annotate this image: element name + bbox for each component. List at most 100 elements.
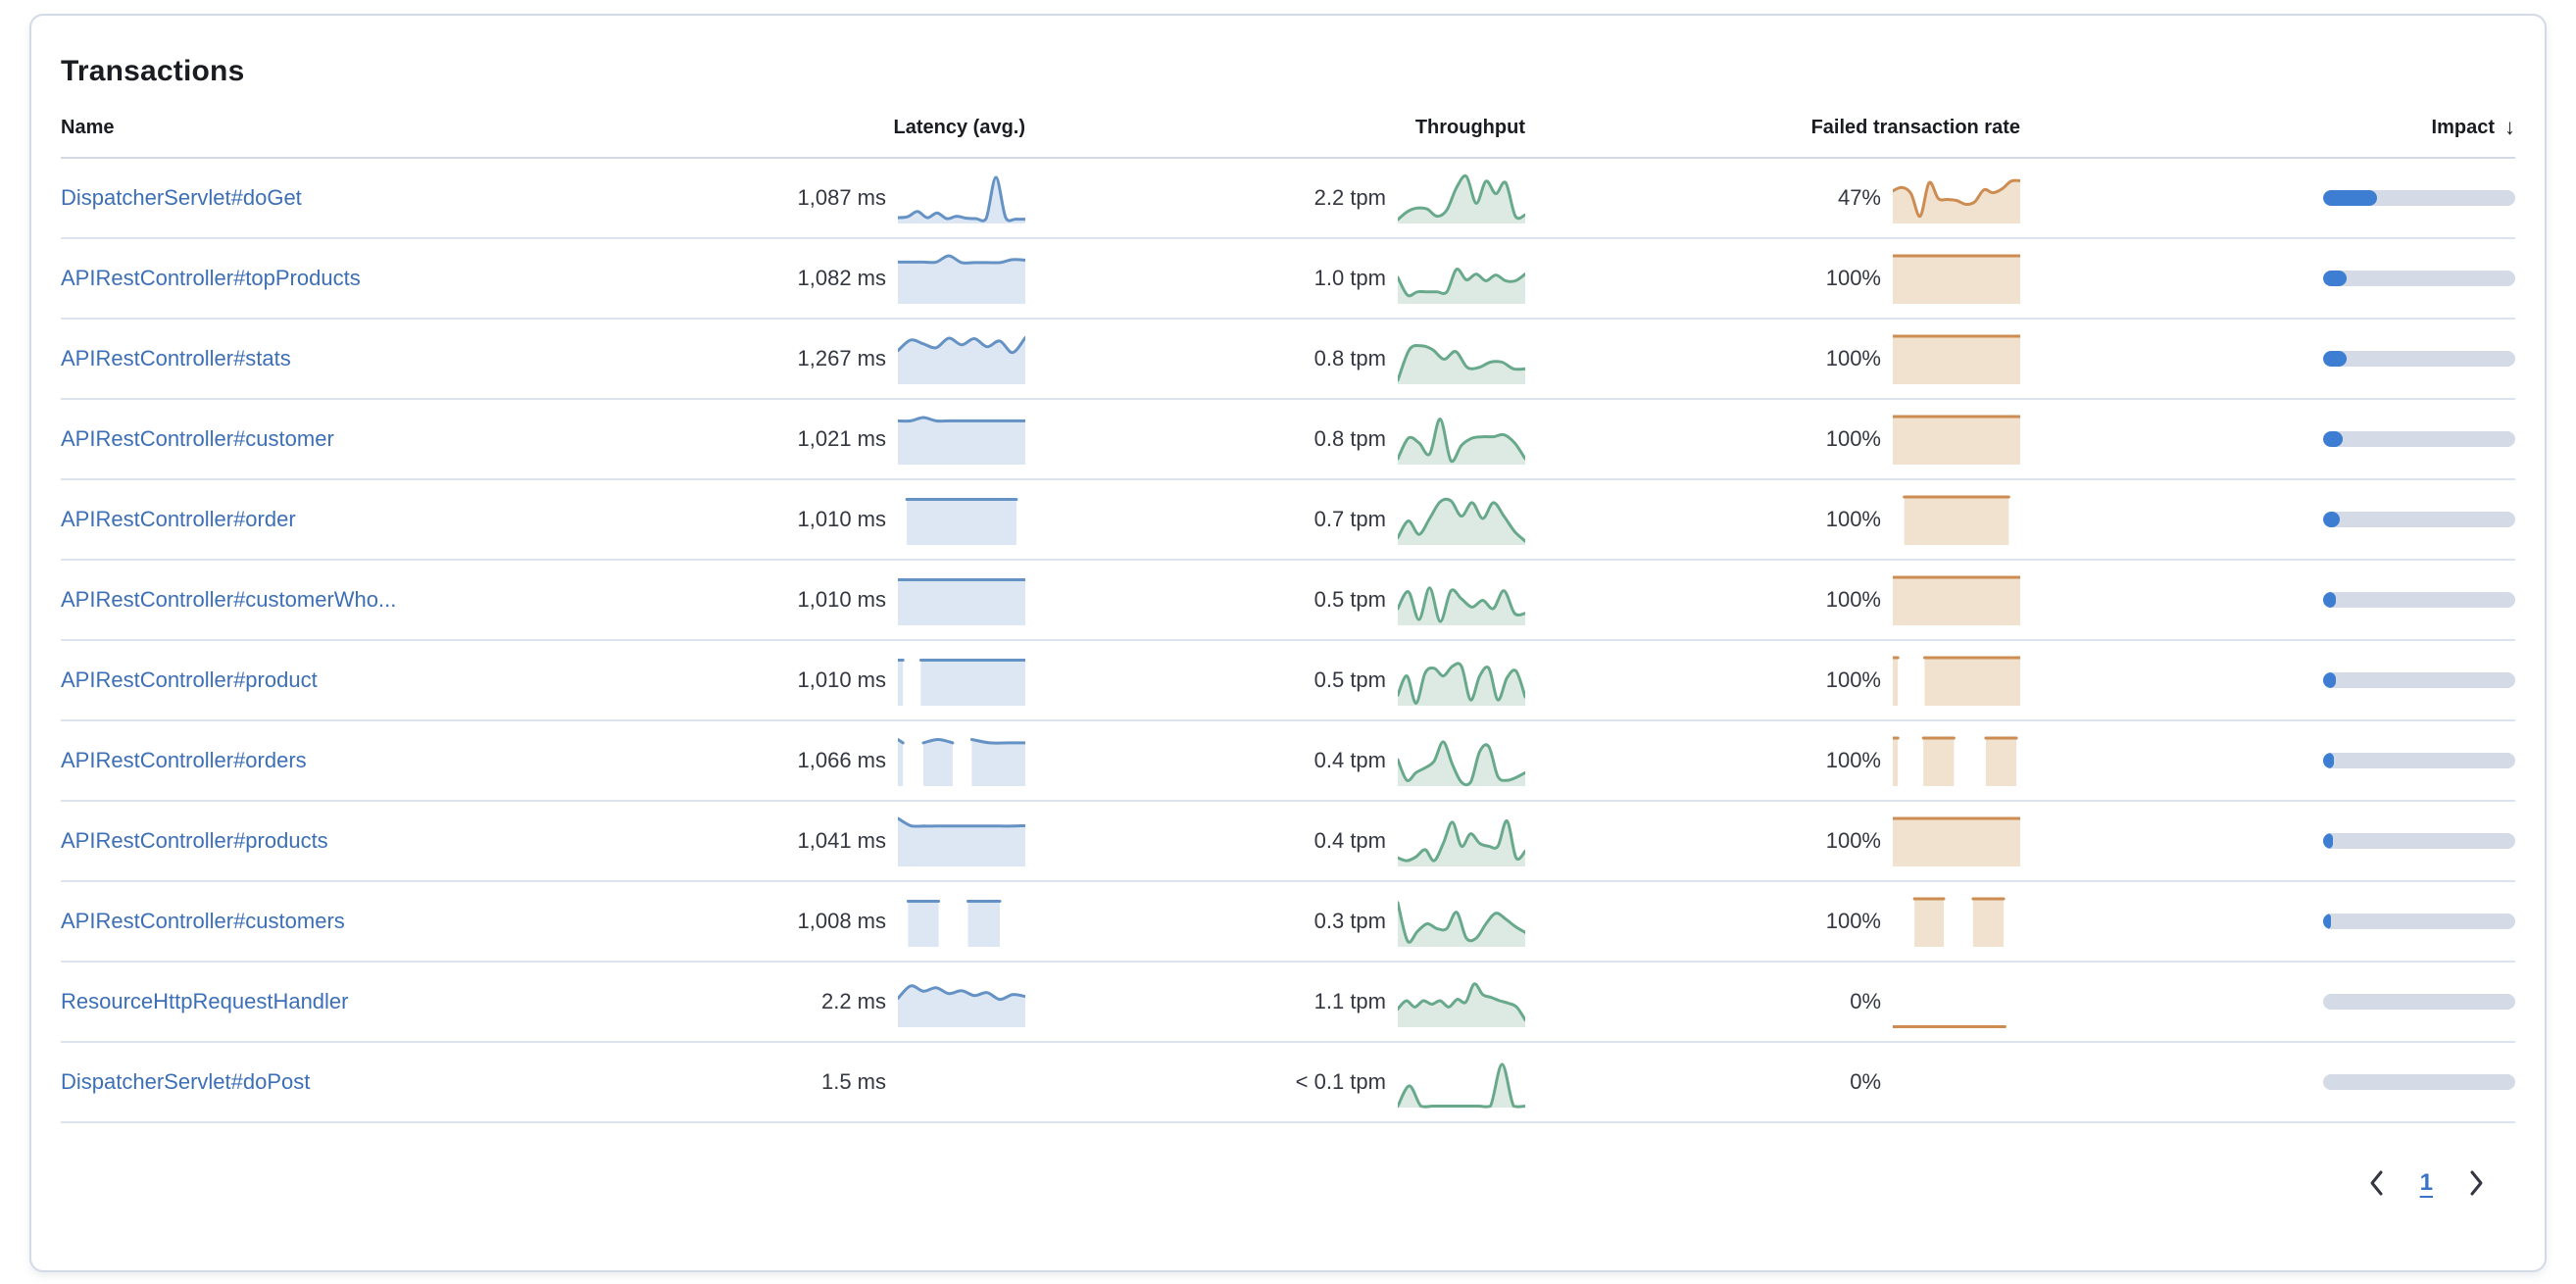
latency-sparkline [898, 734, 1025, 787]
throughput-value: 0.8 tpm [1313, 346, 1386, 370]
failed-rate-sparkline [1893, 815, 2020, 867]
latency-sparkline [898, 413, 1025, 466]
latency-value: 1,008 ms [797, 909, 887, 933]
table-row: ResourceHttpRequestHandler 2.2 ms 1.1 tp… [61, 963, 2515, 1043]
chevron-left-icon [2370, 1170, 2383, 1196]
throughput-sparkline [1398, 734, 1525, 787]
latency-value: 1.5 ms [820, 1069, 886, 1094]
failed-rate-sparkline [1893, 332, 2020, 385]
throughput-value: 1.0 tpm [1313, 266, 1386, 290]
throughput-value: 0.7 tpm [1313, 507, 1386, 531]
table-row: APIRestController#customers 1,008 ms 0.3… [61, 882, 2515, 963]
column-header-throughput[interactable]: Throughput [1414, 116, 1525, 138]
throughput-value: 2.2 tpm [1313, 185, 1386, 210]
latency-sparkline [898, 252, 1025, 305]
table-row: DispatcherServlet#doGet 1,087 ms 2.2 tpm… [61, 159, 2515, 239]
throughput-sparkline [1398, 975, 1525, 1028]
impact-bar [2323, 190, 2515, 206]
transaction-name-link[interactable]: ResourceHttpRequestHandler [61, 989, 349, 1013]
table-header: Name Latency (avg.) Throughput Failed tr… [61, 98, 2515, 159]
transaction-name-link[interactable]: APIRestController#topProducts [61, 266, 361, 290]
transaction-name-link[interactable]: APIRestController#orders [61, 748, 307, 772]
failed-rate-sparkline [1893, 895, 2020, 948]
panel-title: Transactions [61, 55, 245, 87]
impact-bar [2323, 271, 2515, 286]
column-header-impact-label: Impact [2431, 116, 2495, 138]
transactions-panel: Transactions Name Latency (avg.) Through… [29, 14, 2547, 1272]
latency-sparkline [898, 172, 1025, 224]
impact-bar [2323, 1074, 2515, 1090]
failed-rate-value: 100% [1825, 909, 1881, 933]
throughput-value: 0.4 tpm [1313, 748, 1386, 772]
latency-sparkline [898, 975, 1025, 1028]
throughput-sparkline [1398, 1056, 1525, 1109]
impact-bar-fill [2323, 351, 2347, 367]
previous-page-button[interactable] [2363, 1164, 2391, 1202]
throughput-sparkline [1398, 413, 1525, 466]
column-header-impact[interactable]: Impact ↓ [2020, 115, 2515, 140]
latency-sparkline [898, 493, 1025, 546]
column-header-failed-rate[interactable]: Failed transaction rate [1810, 116, 2020, 138]
throughput-value: 0.5 tpm [1313, 587, 1386, 612]
throughput-sparkline [1398, 332, 1525, 385]
transaction-name-link[interactable]: APIRestController#stats [61, 346, 291, 370]
latency-sparkline [898, 332, 1025, 385]
impact-bar [2323, 753, 2515, 768]
impact-bar [2323, 512, 2515, 527]
transaction-name-link[interactable]: APIRestController#order [61, 507, 296, 531]
chevron-right-icon [2470, 1170, 2483, 1196]
throughput-sparkline [1398, 895, 1525, 948]
latency-value: 1,010 ms [797, 507, 887, 531]
impact-bar [2323, 351, 2515, 367]
transaction-name-link[interactable]: APIRestController#customerWho... [61, 587, 397, 612]
page-1-button[interactable]: 1 [2419, 1169, 2433, 1196]
failed-rate-sparkline [1893, 734, 2020, 787]
failed-rate-value: 100% [1825, 748, 1881, 772]
transaction-name-link[interactable]: APIRestController#customer [61, 426, 334, 451]
impact-bar-fill [2323, 431, 2343, 447]
latency-value: 1,082 ms [797, 266, 887, 290]
latency-sparkline [898, 654, 1025, 707]
transaction-name-link[interactable]: APIRestController#products [61, 828, 328, 853]
table-row: APIRestController#topProducts 1,082 ms 1… [61, 239, 2515, 320]
transaction-name-link[interactable]: APIRestController#customers [61, 909, 345, 933]
table-row: APIRestController#customerWho... 1,010 m… [61, 561, 2515, 641]
failed-rate-value: 100% [1825, 828, 1881, 853]
failed-rate-value: 100% [1825, 346, 1881, 370]
failed-rate-value: 0% [1850, 1069, 1881, 1094]
transaction-name-link[interactable]: DispatcherServlet#doGet [61, 185, 302, 210]
impact-bar-fill [2323, 190, 2377, 206]
failed-rate-value: 0% [1850, 989, 1881, 1013]
throughput-sparkline [1398, 252, 1525, 305]
pagination: 1 [61, 1164, 2515, 1202]
table-row: APIRestController#products 1,041 ms 0.4 … [61, 802, 2515, 882]
latency-value: 1,267 ms [797, 346, 887, 370]
latency-sparkline [898, 573, 1025, 626]
impact-bar-fill [2323, 512, 2340, 527]
latency-sparkline [898, 1056, 1025, 1109]
latency-value: 1,010 ms [797, 667, 887, 692]
latency-value: 1,087 ms [797, 185, 887, 210]
failed-rate-sparkline [1893, 1056, 2020, 1109]
failed-rate-sparkline [1893, 573, 2020, 626]
failed-rate-sparkline [1893, 252, 2020, 305]
throughput-sparkline [1398, 493, 1525, 546]
failed-rate-sparkline [1893, 172, 2020, 224]
column-header-name[interactable]: Name [61, 116, 115, 138]
sort-descending-icon: ↓ [2504, 115, 2515, 139]
column-header-latency[interactable]: Latency (avg.) [893, 116, 1025, 138]
impact-bar-fill [2323, 592, 2336, 608]
latency-sparkline [898, 895, 1025, 948]
next-page-button[interactable] [2462, 1164, 2490, 1202]
latency-value: 1,010 ms [797, 587, 887, 612]
transaction-name-link[interactable]: DispatcherServlet#doPost [61, 1069, 311, 1094]
throughput-value: 0.5 tpm [1313, 667, 1386, 692]
throughput-value: < 0.1 tpm [1295, 1069, 1386, 1094]
throughput-value: 0.8 tpm [1313, 426, 1386, 451]
transaction-name-link[interactable]: APIRestController#product [61, 667, 318, 692]
impact-bar-fill [2323, 271, 2347, 286]
impact-bar-fill [2323, 753, 2334, 768]
impact-bar-fill [2323, 914, 2331, 929]
failed-rate-value: 100% [1825, 667, 1881, 692]
impact-bar [2323, 914, 2515, 929]
